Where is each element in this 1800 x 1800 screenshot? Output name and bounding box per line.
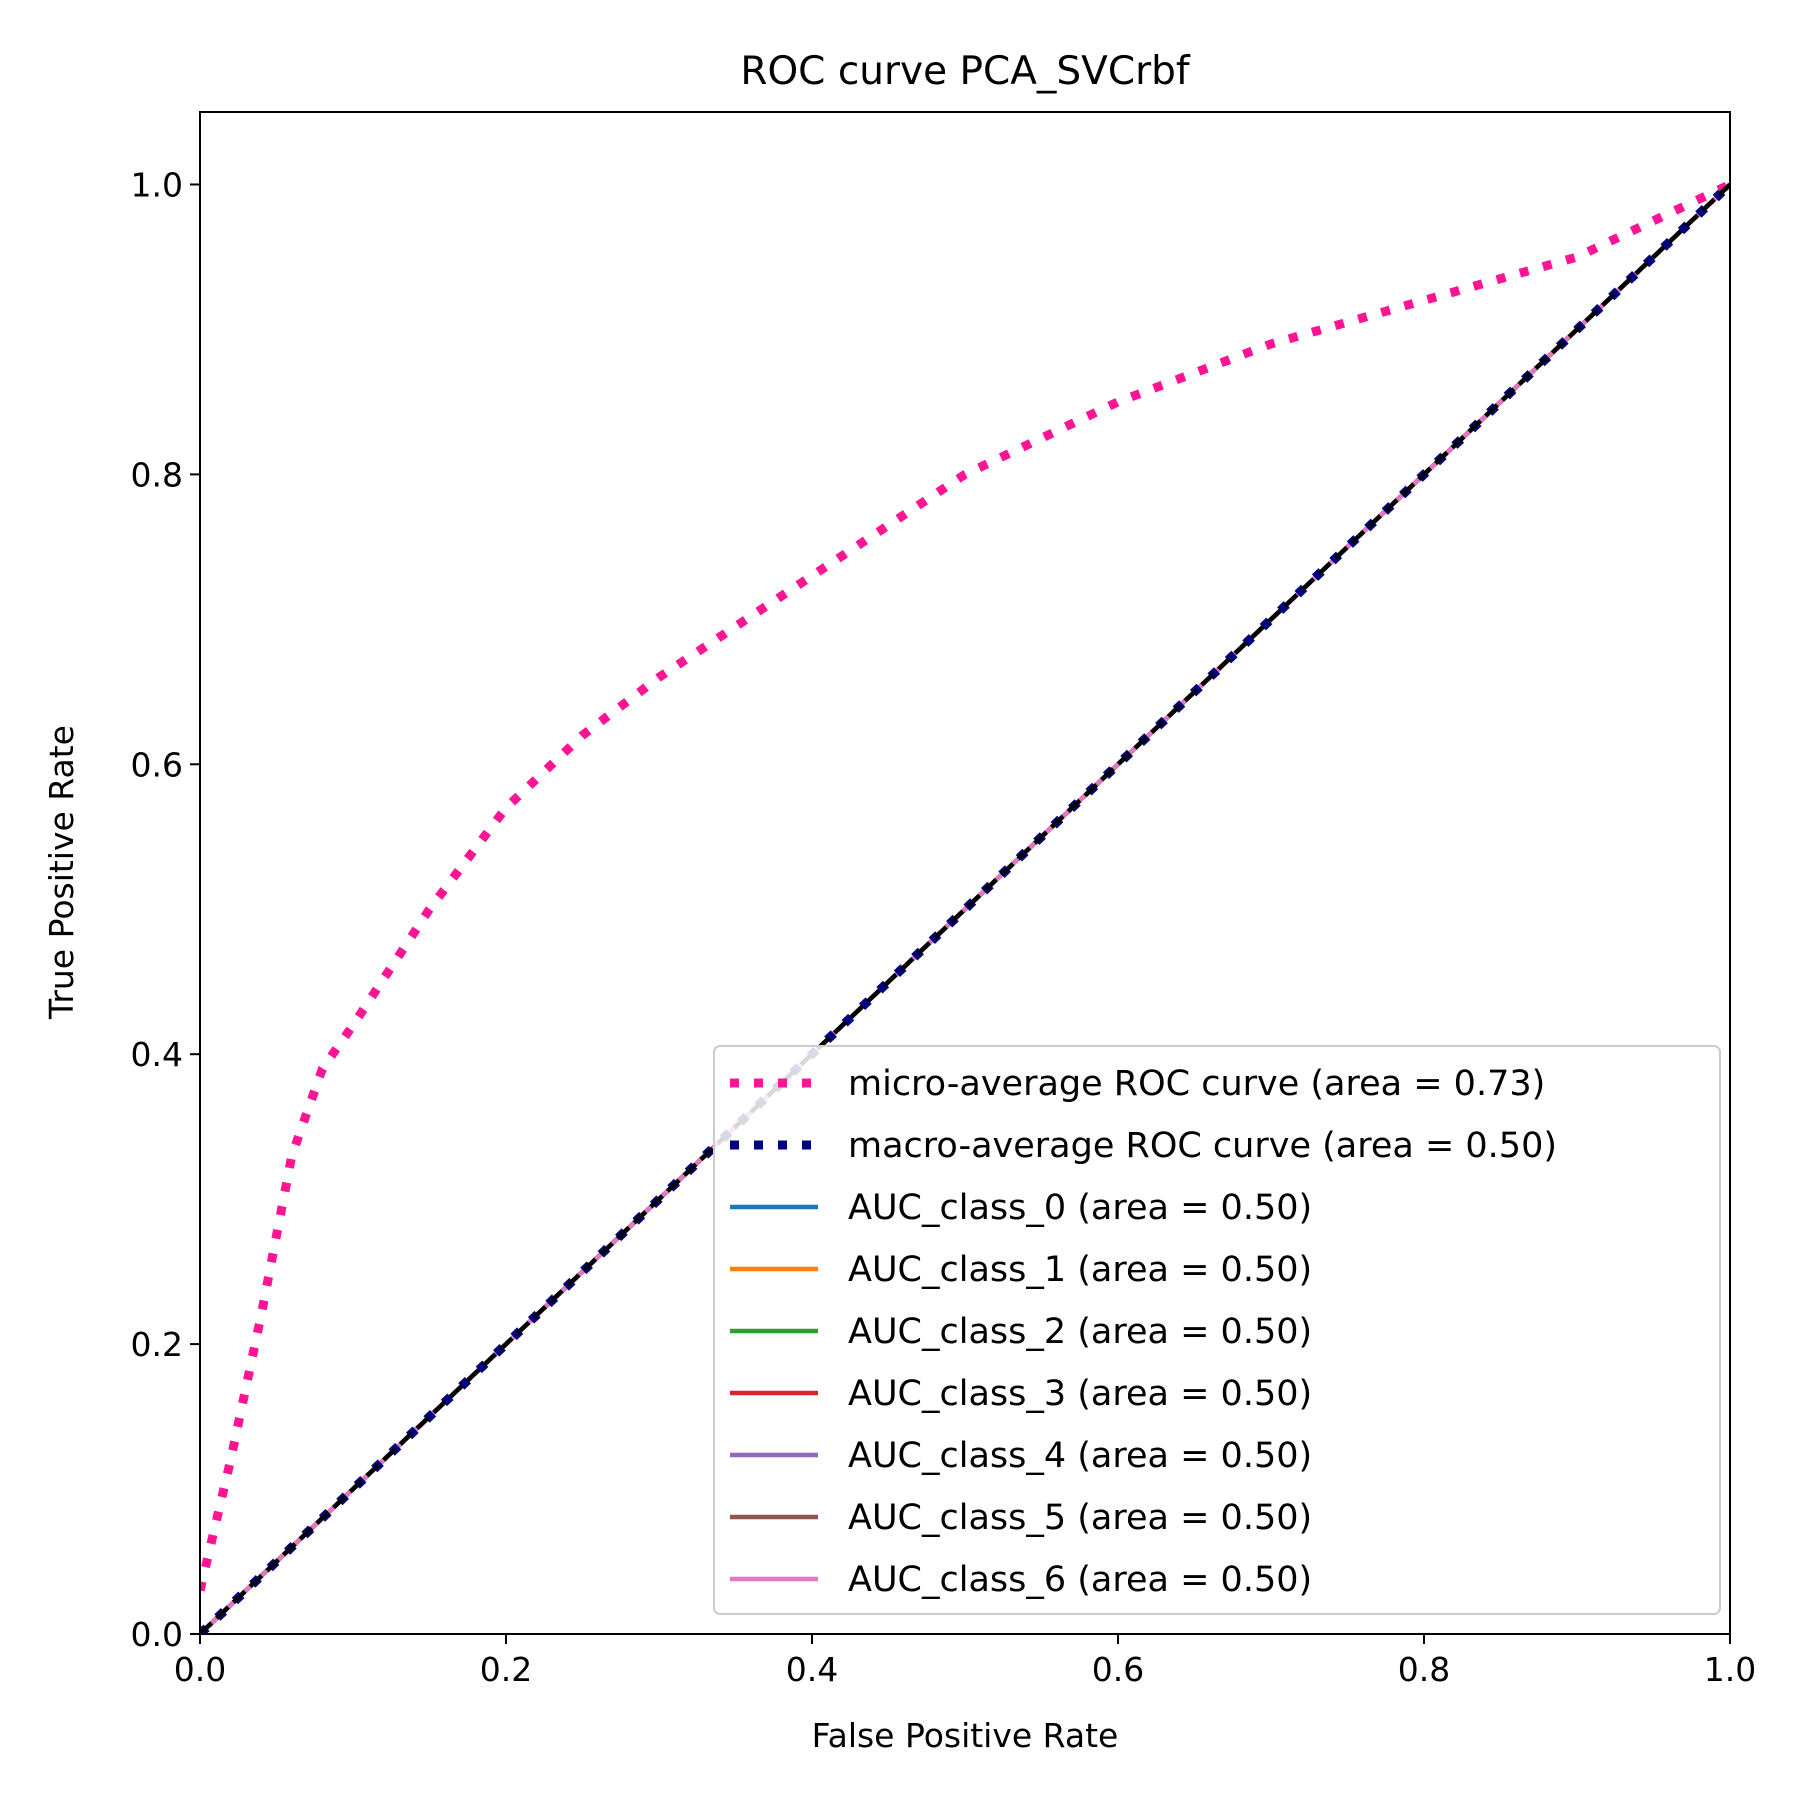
- x-tick-label: 0.0: [174, 1650, 226, 1689]
- y-tick-label: 0.0: [131, 1615, 183, 1654]
- x-tick-label: 0.6: [1092, 1650, 1144, 1689]
- legend-label: micro-average ROC curve (area = 0.73): [848, 1064, 1545, 1104]
- y-tick-label: 0.4: [131, 1035, 183, 1074]
- legend: micro-average ROC curve (area = 0.73) mac…: [713, 1045, 1721, 1615]
- y-tick-label: 1.0: [131, 165, 183, 204]
- legend-label: AUC_class_0 (area = 0.50): [848, 1188, 1312, 1228]
- plot-area: [200, 180, 1730, 1634]
- chart-title: ROC curve PCA_SVCrbf: [740, 49, 1190, 94]
- axes: 0.0 0.2 0.4 0.6 0.8 1.0 0.0 0.2 0.4 0.6 0.8 1.0: [131, 111, 1756, 1689]
- series-lines: [200, 180, 1730, 1634]
- y-axis-label: True Positive Rate: [42, 725, 81, 1020]
- y-tick-label: 0.2: [131, 1325, 183, 1364]
- legend-label: AUC_class_2 (area = 0.50): [848, 1312, 1312, 1352]
- y-tick-label: 0.8: [131, 455, 183, 494]
- legend-box: [713, 1045, 1721, 1615]
- legend-label: AUC_class_3 (area = 0.50): [848, 1374, 1312, 1414]
- x-tick-label: 1.0: [1704, 1650, 1756, 1689]
- legend-label: AUC_class_6 (area = 0.50): [848, 1560, 1312, 1600]
- y-tick-label: 0.6: [131, 745, 183, 784]
- x-tick-label: 0.8: [1398, 1650, 1450, 1689]
- series-line-micro-average: [200, 180, 1730, 1592]
- legend-label: AUC_class_5 (area = 0.50): [848, 1498, 1312, 1538]
- plot-frame: [199, 111, 1731, 1635]
- x-tick-label: 0.2: [480, 1650, 532, 1689]
- reference-line-chance: [200, 182, 1730, 1634]
- legend-label: macro-average ROC curve (area = 0.50): [848, 1126, 1557, 1166]
- legend-label: AUC_class_1 (area = 0.50): [848, 1250, 1312, 1290]
- x-tick-label: 0.4: [786, 1650, 838, 1689]
- x-axis-label: False Positive Rate: [812, 1716, 1119, 1755]
- legend-label: AUC_class_4 (area = 0.50): [848, 1436, 1312, 1476]
